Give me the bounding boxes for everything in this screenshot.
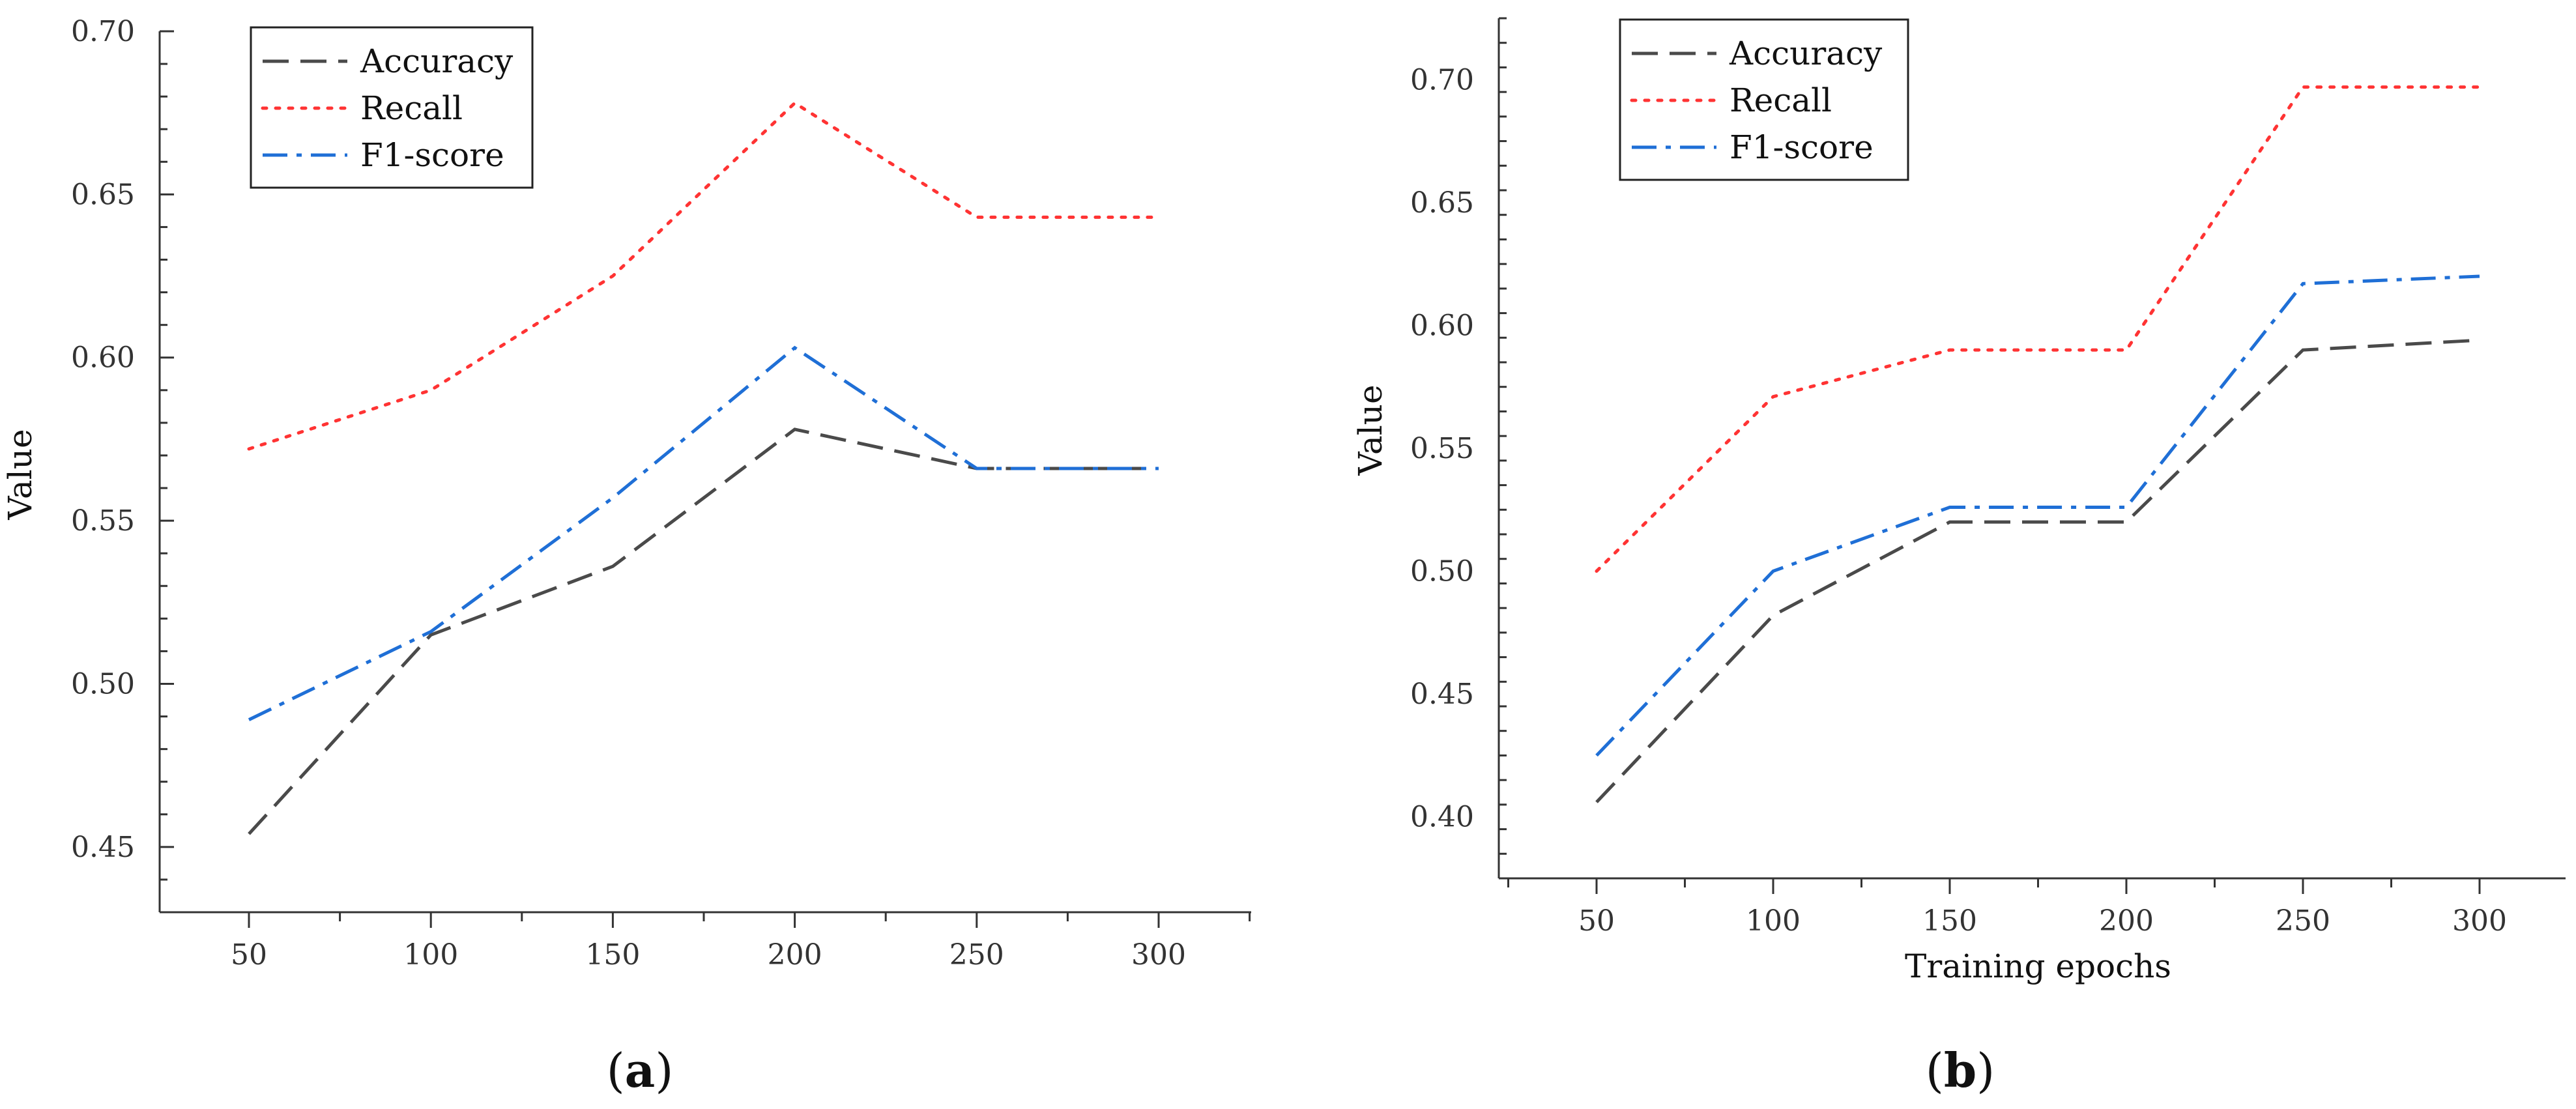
legend-label-accuracy-b: Accuracy [1729,35,1883,72]
y-tick-label-b: 0.65 [1410,186,1474,220]
series-line-accuracy-a [248,427,1159,835]
panel-label-b: (b) [1926,1043,1995,1098]
x-axis-title-b: Training epochs [1905,947,2171,985]
legend-label-f1-score-b: F1-score [1729,128,1874,166]
legend-label-f1-score-a: F1-score [360,136,504,174]
x-tick-label-b: 300 [2452,904,2507,938]
y-tick-label-b: 0.55 [1410,432,1474,465]
y-tick-label-b: 0.50 [1410,555,1474,588]
chart-a: 0.45 0.50 0.55 0.60 0.65 0.70 50 100 150 200 250 30… [1,15,1251,972]
x-tick-label-a: 300 [1131,938,1186,972]
series-line-f1-score-a [248,345,1159,721]
chart-b: 0.40 0.45 0.50 0.55 0.60 0.65 0.70 50 100 150 200 2… [1352,17,2566,985]
y-tick-label-a: 0.45 [71,831,135,864]
y-axis-title-a: Value [1,429,39,520]
y-tick-label-a: 0.70 [71,15,135,48]
y-tick-label-a: 0.55 [71,504,135,538]
y-tick-label-a: 0.50 [71,667,135,700]
legend-label-accuracy-a: Accuracy [360,42,514,80]
series-line-recall-a [247,101,1161,451]
x-tick-label-a: 100 [403,938,458,972]
legend-box-a [250,26,534,189]
series-line-f1-score-b [1595,274,2480,757]
panel-label-a: (a) [607,1043,674,1098]
x-tick-label-a: 50 [231,938,267,972]
y-axis-title-b: Value [1352,384,1389,476]
y-tick-label-b: 0.60 [1410,309,1474,342]
y-tick-label-a: 0.65 [71,178,135,211]
y-tick-label-b: 0.40 [1410,801,1474,834]
x-tick-label-a: 200 [768,938,822,972]
legend-label-recall-b: Recall [1729,81,1832,119]
x-tick-label-b: 50 [1578,904,1615,938]
series-line-recall-b [1595,85,2482,573]
y-tick-label-b: 0.70 [1410,63,1474,96]
legend-box-b [1619,18,1909,181]
x-tick-label-b: 150 [1922,904,1977,938]
x-tick-label-a: 250 [949,938,1004,972]
y-tick-label-b: 0.45 [1410,678,1474,711]
x-tick-label-b: 250 [2276,904,2330,938]
series-line-accuracy-b [1595,338,2480,803]
x-tick-label-b: 100 [1746,904,1801,938]
legend-label-recall-a: Recall [360,89,463,127]
x-tick-label-a: 150 [585,938,640,972]
x-tick-label-b: 200 [2099,904,2154,938]
y-tick-label-a: 0.60 [71,341,135,375]
